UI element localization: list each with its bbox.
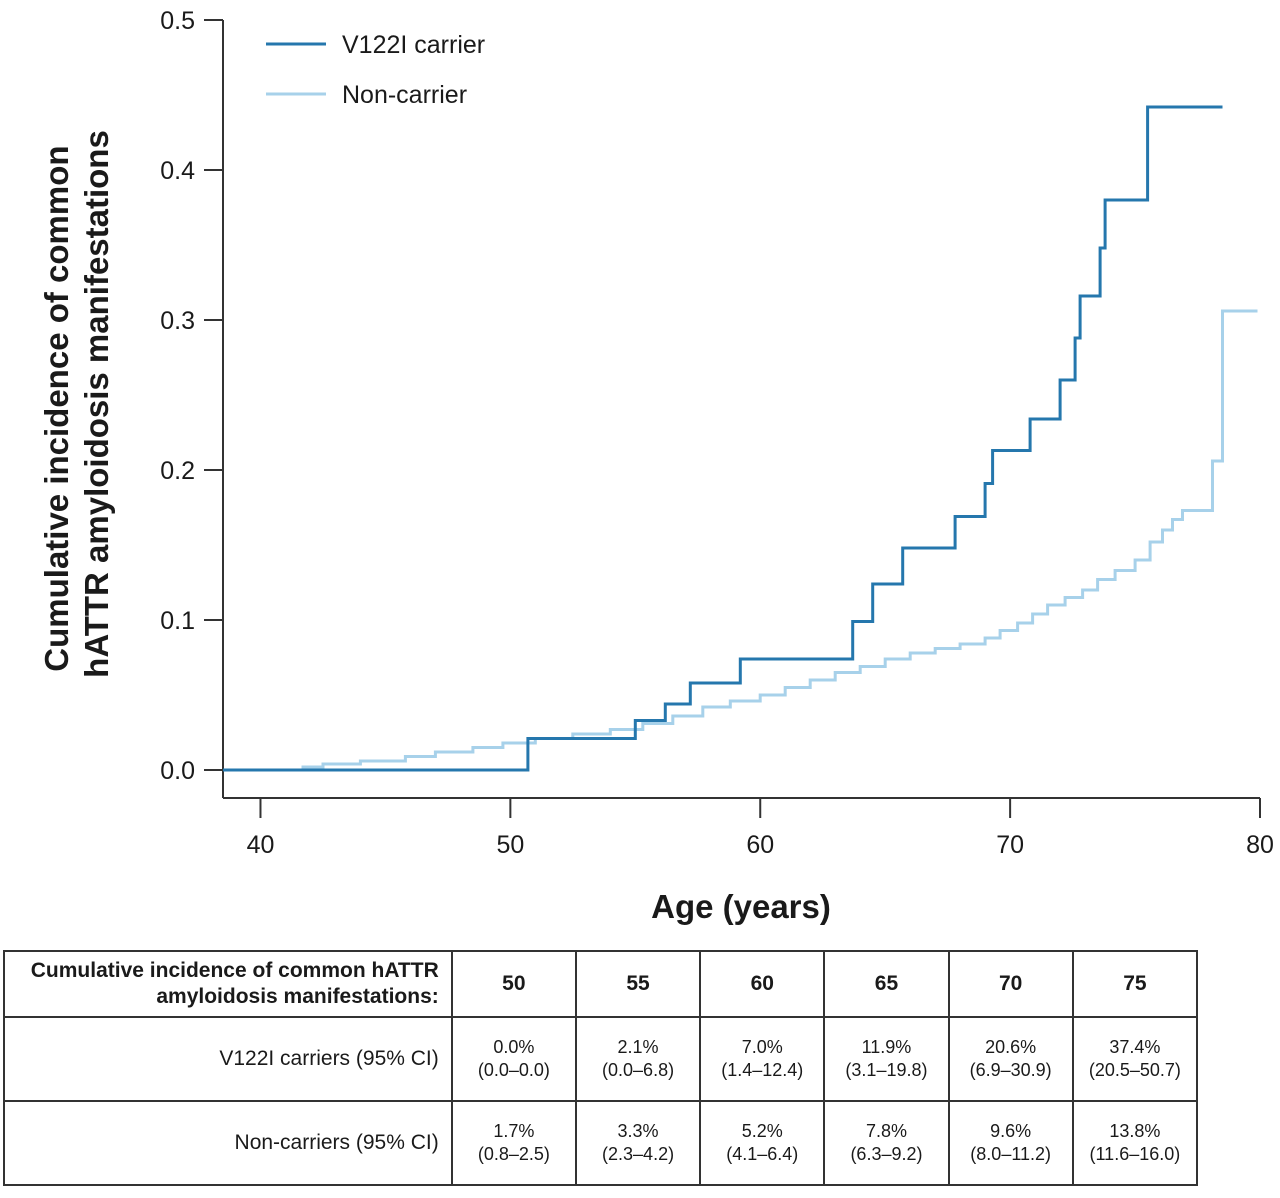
series-line-v122i-carrier (223, 105, 1223, 772)
row-label: Non-carriers (95% CI) (3, 1100, 453, 1186)
legend-label: Non-carrier (342, 81, 467, 109)
cell-ci: (2.3–4.2) (602, 1144, 675, 1164)
table-cell: 3.3% (2.3–4.2) (574, 1100, 702, 1186)
cell-ci: (8.0–11.2) (970, 1144, 1052, 1164)
cell-ci: (0.0–0.0) (477, 1060, 550, 1080)
cell-percent: 13.8% (1109, 1120, 1161, 1141)
age-header: 75 (1071, 950, 1199, 1018)
y-axis-title-line-1: Cumulative incidence of common (38, 145, 75, 671)
table-cell: 9.6% (8.0–11.2) (947, 1100, 1074, 1186)
x-tick-label: 40 (247, 831, 275, 859)
age-header: 55 (574, 950, 702, 1018)
y-tick-label: 0.1 (160, 607, 195, 635)
cell-ci: (11.6–16.0) (1089, 1144, 1181, 1164)
cell-ci: (4.1–6.4) (726, 1144, 799, 1164)
cell-percent: 37.4% (1109, 1036, 1161, 1057)
cell-ci: (20.5–50.7) (1088, 1060, 1181, 1080)
table-cell: 11.9% (3.1–19.8) (823, 1016, 950, 1102)
cell-percent: 2.1% (617, 1036, 659, 1057)
table-cell: 20.6% (6.9–30.9) (947, 1016, 1074, 1102)
incidence-table: Cumulative incidence of common hATTR amy… (3, 950, 1199, 1186)
cell-ci: (0.8–2.5) (477, 1144, 550, 1164)
x-axis: 40 50 60 70 80 (223, 797, 1274, 859)
table-cell: 5.2% (4.1–6.4) (699, 1100, 826, 1186)
cell-ci: (6.9–30.9) (969, 1060, 1052, 1080)
y-axis-title: Cumulative incidence of common hATTR amy… (38, 130, 115, 678)
table-row-carriers: V122I carriers (95% CI) 0.0% (0.0–0.0) 2.… (3, 1016, 1199, 1102)
cell-percent: 5.2% (741, 1120, 783, 1141)
cell-ci: (3.1–19.8) (845, 1060, 928, 1080)
y-axis: 0.0 0.1 0.2 0.3 0.4 0.5 (160, 7, 224, 798)
cell-percent: 7.8% (865, 1120, 907, 1141)
y-tick-label: 0.2 (160, 457, 195, 485)
cell-percent: 1.7% (493, 1120, 535, 1141)
table-row-non-carriers: Non-carriers (95% CI) 1.7% (0.8–2.5) 3.3%… (3, 1100, 1199, 1186)
y-tick-label: 0.4 (160, 157, 195, 185)
incidence-chart: 0.0 0.1 0.2 0.3 0.4 0.5 40 50 60 70 80 V122I carr… (38, 7, 1274, 925)
cell-ci: (0.0–6.8) (602, 1060, 675, 1080)
table-cell: 7.8% (6.3–9.2) (823, 1100, 950, 1186)
cell-ci: (6.3–9.2) (850, 1144, 923, 1164)
age-header: 60 (699, 950, 826, 1018)
table-cell: 1.7% (0.8–2.5) (450, 1100, 577, 1186)
table-header-row: Cumulative incidence of common hATTR amy… (3, 950, 1199, 1018)
series-layer (223, 105, 1258, 772)
x-tick-label: 60 (746, 831, 774, 859)
x-tick-label: 50 (496, 831, 524, 859)
table-cell: 0.0% (0.0–0.0) (450, 1016, 577, 1102)
x-tick-label: 70 (996, 831, 1024, 859)
table-cell: 37.4% (20.5–50.7) (1071, 1016, 1199, 1102)
age-header: 50 (450, 950, 577, 1018)
table-cell: 2.1% (0.0–6.8) (574, 1016, 702, 1102)
legend: V122I carrier Non-carrier (266, 31, 485, 109)
cell-ci: (1.4–12.4) (721, 1060, 804, 1080)
cell-percent: 3.3% (617, 1120, 659, 1141)
cell-percent: 0.0% (493, 1036, 535, 1057)
cell-percent: 9.6% (990, 1120, 1032, 1141)
x-axis-title: Age (years) (651, 888, 831, 925)
y-tick-label: 0.5 (160, 7, 195, 35)
cell-percent: 11.9% (861, 1036, 912, 1057)
table-cell: 7.0% (1.4–12.4) (699, 1016, 826, 1102)
legend-label: V122I carrier (342, 31, 485, 59)
y-tick-label: 0.3 (160, 307, 195, 335)
table-title: Cumulative incidence of common hATTR amy… (3, 950, 453, 1018)
row-label: V122I carriers (95% CI) (3, 1016, 453, 1102)
cell-percent: 7.0% (741, 1036, 783, 1057)
x-tick-label: 80 (1246, 831, 1274, 859)
y-axis-title-line-2: hATTR amyloidosis manifestations (78, 130, 115, 678)
series-line-non-carrier (223, 309, 1258, 772)
y-tick-label: 0.0 (160, 757, 195, 785)
age-header: 70 (947, 950, 1074, 1018)
cell-percent: 20.6% (985, 1036, 1037, 1057)
age-header: 65 (823, 950, 950, 1018)
table-cell: 13.8% (11.6–16.0) (1071, 1100, 1199, 1186)
